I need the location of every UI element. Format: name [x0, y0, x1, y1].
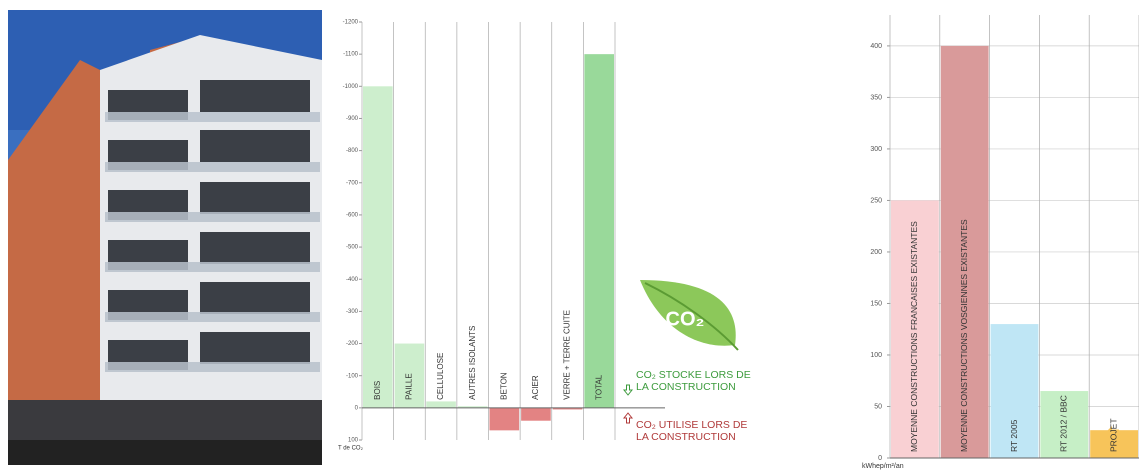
axis-label: T de CO₂ — [338, 446, 364, 452]
annotation: CO₂ UTILISE LORS DE — [636, 419, 747, 431]
axis-label: kWhep/m²/an — [862, 463, 904, 470]
co2-logo: CO₂ — [640, 280, 739, 351]
y-tick-label: -400 — [346, 277, 359, 283]
annotation: LA CONSTRUCTION — [636, 431, 736, 443]
bar — [940, 45, 989, 458]
bar — [990, 324, 1039, 458]
y-tick-label: -900 — [346, 116, 359, 122]
y-tick-label: -700 — [346, 180, 359, 186]
category-label: TOTAL — [594, 374, 603, 400]
y-tick-label: -1000 — [343, 84, 359, 90]
bar — [891, 200, 939, 458]
annotation: LA CONSTRUCTION — [636, 381, 736, 393]
y-tick-label: 100 — [870, 352, 882, 359]
y-tick-label: 250 — [870, 197, 882, 204]
category-label: PROJET — [1108, 418, 1118, 452]
y-tick-label: -600 — [346, 213, 359, 219]
y-tick-label: 50 — [874, 403, 882, 410]
category-label: BOIS — [373, 381, 382, 400]
y-tick-label: -500 — [346, 245, 359, 251]
y-tick-label: 0 — [878, 455, 882, 462]
logo-text: CO₂ — [666, 308, 705, 330]
y-tick-label: 300 — [870, 146, 882, 153]
category-label: BETON — [499, 372, 508, 400]
y-tick-label: 400 — [870, 43, 882, 50]
bar — [363, 86, 393, 408]
bar — [584, 54, 614, 408]
annotation: CO₂ STOCKE LORS DE — [636, 369, 751, 381]
y-tick-label: 350 — [870, 94, 882, 101]
category-label: RT 2005 — [1009, 419, 1019, 452]
y-tick-label: 150 — [870, 300, 882, 307]
category-label: VERRE + TERRE CUITE — [563, 310, 572, 400]
bar — [1090, 430, 1138, 458]
bar — [552, 407, 583, 410]
category-label: PAILLE — [405, 373, 414, 400]
category-label: AUTRES ISOLANTS — [468, 326, 477, 400]
y-tick-label: -1100 — [343, 52, 359, 58]
bar — [394, 343, 425, 408]
category-label: CELLULOSE — [436, 353, 445, 400]
y-tick-label: -100 — [346, 373, 359, 379]
y-tick-label: 0 — [355, 405, 359, 411]
photo — [8, 10, 322, 465]
category-label: RT 2012 / BBC — [1059, 395, 1069, 452]
y-tick-label: -1200 — [343, 20, 359, 26]
bar — [1040, 391, 1089, 458]
y-tick-label: 200 — [870, 249, 882, 256]
y-tick-label: -200 — [346, 341, 359, 347]
category-label: MOYENNE CONSTRUCTIONS VOSGIENNES EXISTAN… — [959, 219, 969, 452]
category-label: MOYENNE CONSTRUCTIONS FRANCAISES EXISTAN… — [909, 221, 919, 452]
bar — [521, 407, 551, 421]
bar — [426, 401, 456, 408]
category-label: ACIER — [531, 375, 540, 400]
y-tick-label: -800 — [346, 148, 359, 154]
y-tick-label: 100 — [348, 438, 359, 444]
bar — [457, 406, 488, 408]
bar — [489, 407, 520, 431]
y-tick-label: -300 — [346, 309, 359, 315]
